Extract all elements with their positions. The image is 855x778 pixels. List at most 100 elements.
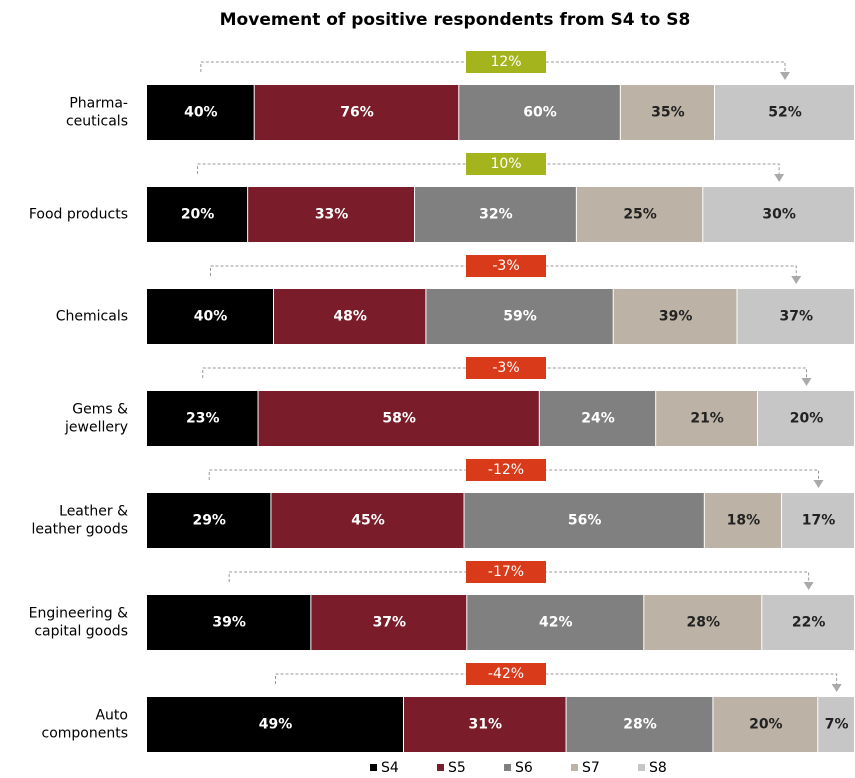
change-label: -3% bbox=[492, 360, 519, 376]
bar-segment bbox=[703, 187, 854, 242]
data-label: 18% bbox=[727, 513, 761, 529]
bar-segment bbox=[248, 187, 415, 242]
change-label: -17% bbox=[488, 564, 524, 580]
category-label: Gems & jewellery bbox=[64, 402, 128, 436]
bar-segment bbox=[762, 595, 854, 650]
connector bbox=[208, 469, 820, 482]
bar-segment bbox=[644, 595, 762, 650]
data-label: 40% bbox=[194, 309, 228, 325]
legend-swatch bbox=[370, 764, 377, 771]
legend-label: S8 bbox=[649, 760, 667, 776]
arrow-head bbox=[813, 480, 824, 488]
bar-segment bbox=[758, 391, 854, 446]
data-label: 23% bbox=[186, 411, 220, 427]
data-label: 7% bbox=[825, 717, 849, 733]
legend-label: S7 bbox=[582, 760, 600, 776]
bar-segment bbox=[415, 187, 576, 242]
connector bbox=[228, 571, 810, 584]
bar-segment bbox=[656, 391, 758, 446]
bar-segment bbox=[147, 85, 254, 140]
legend-swatch bbox=[638, 764, 645, 771]
change-label: -42% bbox=[488, 666, 524, 682]
bar-segment bbox=[426, 289, 613, 344]
data-label: 21% bbox=[690, 411, 724, 427]
data-label: 52% bbox=[768, 105, 802, 121]
data-label: 59% bbox=[503, 309, 537, 325]
data-label: 42% bbox=[539, 615, 573, 631]
arrow-head bbox=[780, 72, 791, 80]
bar-segment bbox=[613, 289, 737, 344]
change-box bbox=[466, 357, 546, 379]
data-label: 20% bbox=[790, 411, 824, 427]
change-box bbox=[466, 51, 546, 73]
data-label: 48% bbox=[333, 309, 367, 325]
change-label: 12% bbox=[490, 54, 521, 70]
data-label: 30% bbox=[762, 207, 796, 223]
bar-segment bbox=[737, 289, 854, 344]
legend-label: S6 bbox=[515, 760, 533, 776]
bar-segment bbox=[539, 391, 656, 446]
legend-swatch bbox=[504, 764, 511, 771]
change-box bbox=[466, 255, 546, 277]
bar-segment bbox=[147, 493, 271, 548]
arrow-head bbox=[791, 276, 802, 284]
category-label: Food products bbox=[29, 207, 128, 223]
bar-segment bbox=[467, 595, 644, 650]
bar-segment bbox=[713, 697, 818, 752]
arrow-head bbox=[774, 174, 785, 182]
change-label: -12% bbox=[488, 462, 524, 478]
change-label: 10% bbox=[490, 156, 521, 172]
category-label: Engineering & capital goods bbox=[29, 606, 128, 640]
data-label: 17% bbox=[802, 513, 836, 529]
data-label: 37% bbox=[373, 615, 407, 631]
data-label: 32% bbox=[479, 207, 513, 223]
change-box bbox=[466, 561, 546, 583]
connector bbox=[274, 673, 838, 686]
category-label: Auto components bbox=[42, 708, 129, 742]
data-label: 40% bbox=[184, 105, 218, 121]
bar-segment bbox=[311, 595, 467, 650]
data-label: 39% bbox=[212, 615, 246, 631]
data-label: 28% bbox=[687, 615, 721, 631]
data-label: 25% bbox=[623, 207, 657, 223]
bar-segment bbox=[566, 697, 713, 752]
data-label: 76% bbox=[340, 105, 374, 121]
data-label: 33% bbox=[315, 207, 349, 223]
data-label: 35% bbox=[651, 105, 685, 121]
data-label: 37% bbox=[780, 309, 814, 325]
category-label: Pharma-ceuticals bbox=[66, 96, 128, 130]
bar-segment bbox=[403, 697, 566, 752]
bar-segment bbox=[258, 391, 539, 446]
bar-segment bbox=[620, 85, 715, 140]
data-label: 49% bbox=[259, 717, 293, 733]
data-label: 31% bbox=[469, 717, 503, 733]
data-label: 24% bbox=[581, 411, 615, 427]
legend-label: S4 bbox=[381, 760, 399, 776]
bar-segment bbox=[459, 85, 620, 140]
data-label: 58% bbox=[382, 411, 416, 427]
change-box bbox=[466, 663, 546, 685]
data-label: 20% bbox=[749, 717, 783, 733]
bar-segment bbox=[818, 697, 854, 752]
data-label: 22% bbox=[792, 615, 826, 631]
bar-segment bbox=[147, 187, 248, 242]
data-label: 28% bbox=[623, 717, 657, 733]
change-label: -3% bbox=[492, 258, 519, 274]
bar-segment bbox=[782, 493, 854, 548]
legend-swatch bbox=[437, 764, 444, 771]
category-label: Chemicals bbox=[56, 309, 128, 325]
bar-segment bbox=[147, 289, 273, 344]
bar-segment bbox=[254, 85, 459, 140]
bar-segment bbox=[704, 493, 782, 548]
legend-swatch bbox=[571, 764, 578, 771]
bar-segment bbox=[271, 493, 464, 548]
category-label: Leather & leather goods bbox=[32, 504, 129, 538]
chart-title: Movement of positive respondents from S4… bbox=[220, 10, 691, 30]
bar-segment bbox=[147, 697, 403, 752]
bar-segment bbox=[576, 187, 703, 242]
bar-segment bbox=[464, 493, 704, 548]
change-box bbox=[466, 153, 546, 175]
change-box bbox=[466, 459, 546, 481]
data-label: 56% bbox=[568, 513, 602, 529]
